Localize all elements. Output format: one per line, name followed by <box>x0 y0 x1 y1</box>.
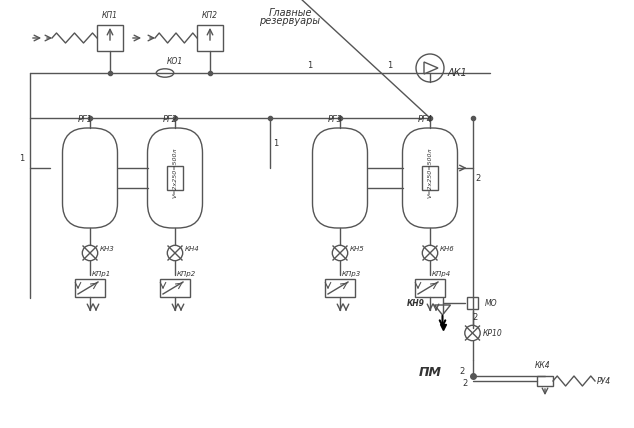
Text: КР10: КР10 <box>482 329 502 338</box>
Text: 2: 2 <box>462 378 467 387</box>
Text: ПМ: ПМ <box>418 366 441 380</box>
Text: 1: 1 <box>307 61 313 70</box>
Text: 2: 2 <box>476 173 481 182</box>
Text: КН5: КН5 <box>350 246 365 252</box>
FancyBboxPatch shape <box>63 128 117 228</box>
Text: КН3: КН3 <box>100 246 115 252</box>
Text: КН9: КН9 <box>406 298 425 307</box>
Text: КП2: КП2 <box>202 11 218 20</box>
Text: КПр2: КПр2 <box>177 271 197 277</box>
Bar <box>415 279 445 297</box>
Text: КПр4: КПр4 <box>432 271 451 277</box>
Bar <box>197 25 223 51</box>
Text: МО: МО <box>484 298 497 307</box>
Bar <box>422 166 438 190</box>
Text: КП1: КП1 <box>102 11 118 20</box>
Text: КПр3: КПр3 <box>342 271 361 277</box>
FancyBboxPatch shape <box>313 128 368 228</box>
Text: РГ2: РГ2 <box>162 115 178 124</box>
Text: КО1: КО1 <box>167 57 183 66</box>
Bar <box>167 166 183 190</box>
Bar <box>325 279 355 297</box>
Text: РГ4: РГ4 <box>418 115 432 124</box>
Ellipse shape <box>156 69 174 77</box>
Text: V=2х250=500л: V=2х250=500л <box>427 148 432 198</box>
Text: 1: 1 <box>20 154 25 163</box>
Text: РГ3: РГ3 <box>328 115 342 124</box>
Text: 2: 2 <box>460 366 465 375</box>
Text: V=2х250=500л: V=2х250=500л <box>172 148 178 198</box>
Bar <box>160 279 190 297</box>
FancyBboxPatch shape <box>403 128 458 228</box>
Text: КПр1: КПр1 <box>92 271 111 277</box>
Bar <box>537 376 553 386</box>
Text: КН4: КН4 <box>185 246 200 252</box>
Bar <box>75 279 105 297</box>
Text: КК4: КК4 <box>535 361 551 370</box>
Text: РГ1: РГ1 <box>77 115 93 124</box>
Text: РУ4: РУ4 <box>597 377 611 386</box>
Text: 1: 1 <box>387 61 392 70</box>
Text: резервуары: резервуары <box>259 16 321 26</box>
FancyBboxPatch shape <box>148 128 202 228</box>
Text: 2: 2 <box>473 313 478 323</box>
Text: Главные: Главные <box>268 8 312 18</box>
Text: АК1: АК1 <box>448 68 468 78</box>
Text: 1: 1 <box>273 139 278 148</box>
Text: КН6: КН6 <box>440 246 455 252</box>
Bar <box>97 25 123 51</box>
